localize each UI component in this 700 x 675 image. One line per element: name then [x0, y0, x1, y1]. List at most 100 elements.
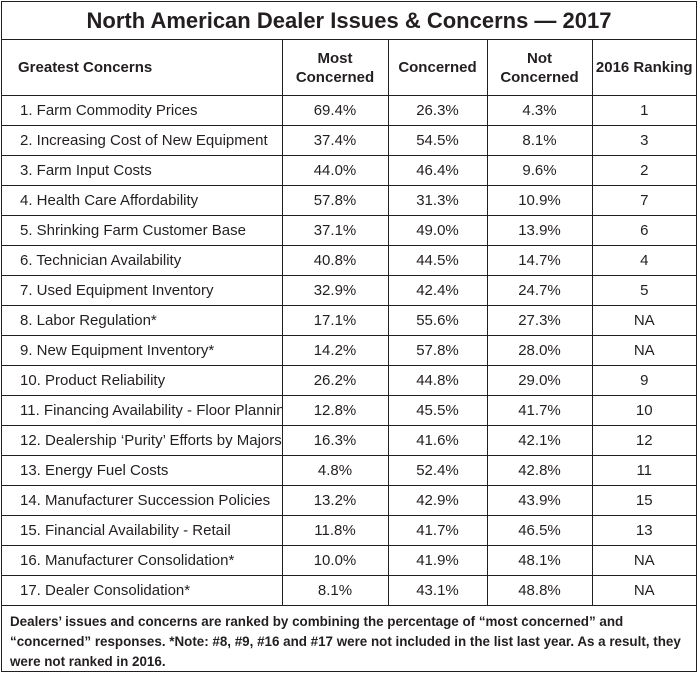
most-concerned-cell: 57.8%	[281, 185, 389, 216]
column-header: 2016 Ranking	[591, 40, 696, 96]
most-concerned-cell: 44.0%	[281, 155, 389, 186]
ranking-cell: 9	[591, 365, 696, 396]
ranking-cell: 3	[591, 125, 696, 156]
table-row: 12. Dealership ‘Purity’ Efforts by Major…	[2, 425, 696, 456]
not-concerned-cell: 43.9%	[486, 485, 593, 516]
concern-cell: 2. Increasing Cost of New Equipment	[2, 125, 283, 156]
table-row: 5. Shrinking Farm Customer Base 37.1% 49.0…	[2, 215, 696, 246]
not-concerned-cell: 48.1%	[486, 545, 593, 576]
not-concerned-cell: 8.1%	[486, 125, 593, 156]
ranking-cell: NA	[591, 305, 696, 336]
table-row: 6. Technician Availability 40.8% 44.5% 14.7…	[2, 245, 696, 276]
not-concerned-cell: 41.7%	[486, 395, 593, 426]
ranking-cell: 10	[591, 395, 696, 426]
concerned-cell: 49.0%	[387, 215, 488, 246]
most-concerned-cell: 14.2%	[281, 335, 389, 366]
ranking-cell: 1	[591, 95, 696, 126]
most-concerned-cell: 40.8%	[281, 245, 389, 276]
table-body: 1. Farm Commodity Prices 69.4% 26.3% 4.3% 1 2…	[2, 95, 696, 606]
concern-cell: 17. Dealer Consolidation*	[2, 575, 283, 606]
table-row: 3. Farm Input Costs 44.0% 46.4% 9.6% 2	[2, 155, 696, 186]
table-row: 1. Farm Commodity Prices 69.4% 26.3% 4.3% 1	[2, 95, 696, 126]
concern-cell: 3. Farm Input Costs	[2, 155, 283, 186]
concern-cell: 16. Manufacturer Consolidation*	[2, 545, 283, 576]
concern-cell: 5. Shrinking Farm Customer Base	[2, 215, 283, 246]
table-row: 15. Financial Availability - Retail 11.8%…	[2, 515, 696, 546]
concerned-cell: 45.5%	[387, 395, 488, 426]
most-concerned-cell: 10.0%	[281, 545, 389, 576]
concerned-cell: 41.7%	[387, 515, 488, 546]
concerned-cell: 26.3%	[387, 95, 488, 126]
concerned-cell: 46.4%	[387, 155, 488, 186]
most-concerned-cell: 13.2%	[281, 485, 389, 516]
table-row: 14. Manufacturer Succession Policies 13.2…	[2, 485, 696, 516]
most-concerned-cell: 26.2%	[281, 365, 389, 396]
most-concerned-cell: 37.4%	[281, 125, 389, 156]
concerned-cell: 55.6%	[387, 305, 488, 336]
not-concerned-cell: 46.5%	[486, 515, 593, 546]
footnote: Dealers’ issues and concerns are ranked …	[10, 614, 681, 669]
concerns-table: Greatest Concerns Most Concerned Concern…	[2, 40, 696, 606]
not-concerned-cell: 29.0%	[486, 365, 593, 396]
ranking-cell: NA	[591, 545, 696, 576]
table-row: 8. Labor Regulation* 17.1% 55.6% 27.3% NA	[2, 305, 696, 336]
column-header: Concerned	[387, 40, 488, 96]
not-concerned-cell: 13.9%	[486, 215, 593, 246]
table-row: 10. Product Reliability 26.2% 44.8% 29.0% 9	[2, 365, 696, 396]
most-concerned-cell: 69.4%	[281, 95, 389, 126]
table-row: 16. Manufacturer Consolidation* 10.0% 41.9…	[2, 545, 696, 576]
table-row: 7. Used Equipment Inventory 32.9% 42.4% 24.…	[2, 275, 696, 306]
table-row: 11. Financing Availability - Floor Plann…	[2, 395, 696, 426]
column-header: Greatest Concerns	[2, 40, 283, 96]
most-concerned-cell: 16.3%	[281, 425, 389, 456]
not-concerned-cell: 24.7%	[486, 275, 593, 306]
header-row: Greatest Concerns Most Concerned Concern…	[2, 40, 696, 96]
concern-cell: 11. Financing Availability - Floor Plann…	[2, 395, 283, 426]
ranking-cell: 7	[591, 185, 696, 216]
table-title: North American Dealer Issues & Concerns …	[2, 2, 696, 40]
not-concerned-cell: 10.9%	[486, 185, 593, 216]
concerned-cell: 44.5%	[387, 245, 488, 276]
most-concerned-cell: 32.9%	[281, 275, 389, 306]
concern-cell: 7. Used Equipment Inventory	[2, 275, 283, 306]
concern-cell: 4. Health Care Affordability	[2, 185, 283, 216]
not-concerned-cell: 28.0%	[486, 335, 593, 366]
concern-cell: 15. Financial Availability - Retail	[2, 515, 283, 546]
not-concerned-cell: 14.7%	[486, 245, 593, 276]
concerned-cell: 52.4%	[387, 455, 488, 486]
most-concerned-cell: 12.8%	[281, 395, 389, 426]
concerned-cell: 41.9%	[387, 545, 488, 576]
concern-cell: 6. Technician Availability	[2, 245, 283, 276]
concern-cell: 12. Dealership ‘Purity’ Efforts by Major…	[2, 425, 283, 456]
not-concerned-cell: 42.1%	[486, 425, 593, 456]
concern-cell: 14. Manufacturer Succession Policies	[2, 485, 283, 516]
concern-cell: 8. Labor Regulation*	[2, 305, 283, 336]
ranking-cell: 11	[591, 455, 696, 486]
ranking-cell: 13	[591, 515, 696, 546]
table-row: 9. New Equipment Inventory* 14.2% 57.8% 28.…	[2, 335, 696, 366]
ranking-cell: 5	[591, 275, 696, 306]
concern-cell: 9. New Equipment Inventory*	[2, 335, 283, 366]
most-concerned-cell: 37.1%	[281, 215, 389, 246]
table-row: 4. Health Care Affordability 57.8% 31.3% 10…	[2, 185, 696, 216]
column-header: Most Concerned	[281, 40, 389, 96]
table-row: 17. Dealer Consolidation* 8.1% 43.1% 48.8% N…	[2, 575, 696, 606]
not-concerned-cell: 48.8%	[486, 575, 593, 606]
not-concerned-cell: 4.3%	[486, 95, 593, 126]
concerned-cell: 31.3%	[387, 185, 488, 216]
most-concerned-cell: 4.8%	[281, 455, 389, 486]
concerned-cell: 42.9%	[387, 485, 488, 516]
ranking-cell: 15	[591, 485, 696, 516]
concerned-cell: 57.8%	[387, 335, 488, 366]
concerned-cell: 42.4%	[387, 275, 488, 306]
most-concerned-cell: 17.1%	[281, 305, 389, 336]
not-concerned-cell: 42.8%	[486, 455, 593, 486]
concern-cell: 10. Product Reliability	[2, 365, 283, 396]
ranking-cell: NA	[591, 335, 696, 366]
ranking-cell: NA	[591, 575, 696, 606]
concern-cell: 13. Energy Fuel Costs	[2, 455, 283, 486]
concerned-cell: 54.5%	[387, 125, 488, 156]
concerned-cell: 43.1%	[387, 575, 488, 606]
concerned-cell: 41.6%	[387, 425, 488, 456]
